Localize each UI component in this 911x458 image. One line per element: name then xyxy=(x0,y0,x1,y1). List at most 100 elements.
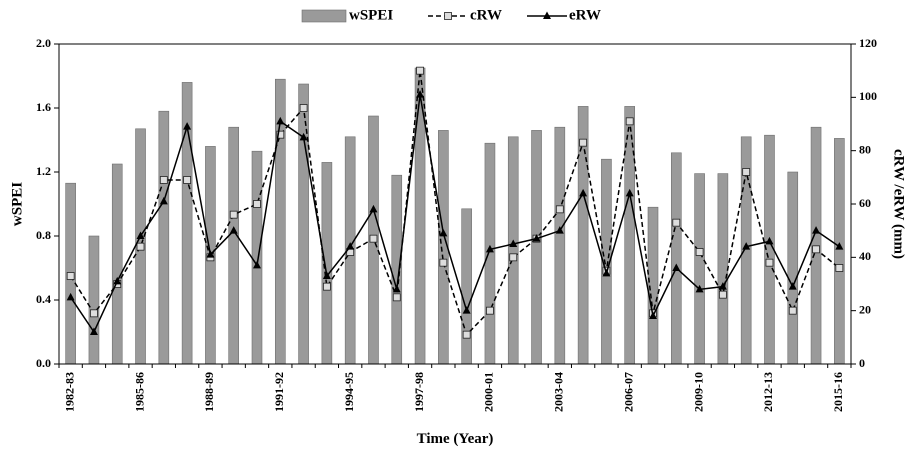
y2-tick-label: 0 xyxy=(859,356,865,370)
marker xyxy=(276,116,285,125)
marker xyxy=(602,268,611,277)
y-tick-label: 0.0 xyxy=(36,356,51,370)
marker xyxy=(66,272,75,280)
x-tick-label: 2000-01 xyxy=(482,372,496,412)
marker xyxy=(765,258,774,267)
marker xyxy=(136,231,145,239)
marker xyxy=(392,293,401,302)
y2-axis-title: cRW /eRW (mm) xyxy=(891,149,907,259)
marker xyxy=(509,253,518,262)
marker xyxy=(788,282,797,290)
marker xyxy=(159,196,168,205)
y-tick-label: 0.4 xyxy=(36,292,51,306)
marker xyxy=(625,117,634,126)
marker xyxy=(672,263,681,271)
marker xyxy=(369,204,378,213)
bar xyxy=(507,136,519,365)
x-tick-label: 1988-89 xyxy=(202,372,216,412)
bar xyxy=(717,173,729,365)
y2-tick-label: 120 xyxy=(859,36,877,50)
bar xyxy=(391,174,403,365)
marker xyxy=(555,226,564,234)
marker xyxy=(416,66,424,75)
marker xyxy=(462,306,471,314)
marker xyxy=(206,250,215,258)
bar xyxy=(787,171,799,365)
plot-frame xyxy=(58,43,852,365)
legend-label: eRW xyxy=(569,7,601,23)
marker xyxy=(113,276,122,285)
marker xyxy=(322,282,331,291)
marker xyxy=(718,282,727,290)
marker xyxy=(183,176,192,184)
x-tick-label: 2006-07 xyxy=(621,372,635,412)
marker xyxy=(835,242,844,250)
marker xyxy=(462,330,471,339)
y2-tick-label: 40 xyxy=(859,249,871,263)
y-tick-label: 1.2 xyxy=(36,164,51,178)
marker xyxy=(159,176,168,184)
marker xyxy=(672,218,681,227)
marker xyxy=(695,284,704,293)
marker xyxy=(835,264,844,272)
marker xyxy=(742,242,751,250)
marker xyxy=(229,210,238,219)
y-tick-label: 1.6 xyxy=(36,100,51,114)
marker xyxy=(509,239,518,247)
x-tick-label: 2003-04 xyxy=(552,372,566,412)
x-tick-label: 1991-92 xyxy=(272,372,286,412)
marker xyxy=(485,244,494,253)
y-tick-label: 2.0 xyxy=(36,36,51,50)
marker xyxy=(742,168,751,176)
marker xyxy=(299,104,308,112)
bar xyxy=(694,173,705,365)
marker xyxy=(532,234,541,242)
marker xyxy=(765,236,774,245)
bar xyxy=(531,130,542,365)
y2-tick-label: 100 xyxy=(859,89,877,103)
marker xyxy=(253,260,261,269)
x-tick-label: 2015-16 xyxy=(831,372,845,412)
marker xyxy=(555,205,564,214)
marker xyxy=(229,226,238,234)
bar xyxy=(158,110,170,365)
x-tick-label: 2012-13 xyxy=(761,372,775,412)
bar xyxy=(228,126,240,365)
legend-label: wSPEI xyxy=(349,7,393,23)
y-axis-title: wSPEI xyxy=(9,182,25,226)
marker xyxy=(439,258,448,267)
marker xyxy=(322,271,331,279)
marker xyxy=(90,309,98,318)
y2-tick-label: 20 xyxy=(859,302,871,316)
bar xyxy=(554,126,566,365)
line xyxy=(70,94,840,334)
marker xyxy=(812,226,821,234)
marker xyxy=(812,245,820,254)
legend-swatch xyxy=(301,9,347,23)
legend-marker xyxy=(543,11,551,19)
marker xyxy=(416,90,425,98)
line xyxy=(70,70,840,337)
y-tick-label: 0.8 xyxy=(36,228,51,242)
marker xyxy=(788,306,797,315)
marker xyxy=(276,130,285,139)
marker xyxy=(579,138,588,147)
y2-tick-label: 60 xyxy=(859,196,871,210)
marker xyxy=(346,242,355,250)
marker xyxy=(66,292,75,301)
bar xyxy=(834,138,845,365)
marker xyxy=(89,327,98,335)
bar xyxy=(321,162,333,365)
legend-label: cRW xyxy=(470,7,502,23)
marker xyxy=(649,311,657,319)
marker xyxy=(695,248,704,256)
marker xyxy=(439,228,448,237)
x-tick-label: 1994-95 xyxy=(342,372,356,412)
marker xyxy=(486,306,494,315)
bar xyxy=(484,142,496,365)
bar xyxy=(88,235,100,365)
marker xyxy=(136,242,145,251)
bar xyxy=(461,208,472,365)
marker xyxy=(718,290,727,299)
